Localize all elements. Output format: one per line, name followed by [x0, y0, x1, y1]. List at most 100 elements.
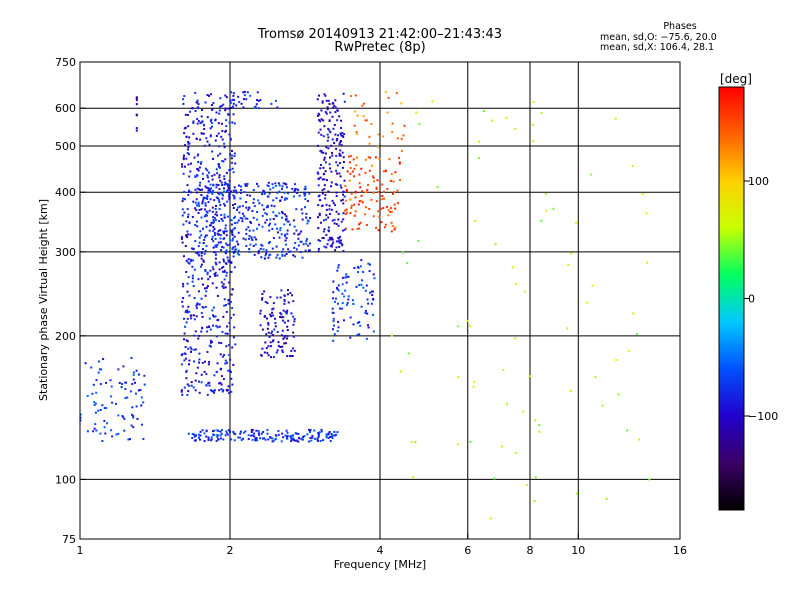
scatter-point	[359, 221, 362, 224]
x-tick-label: 16	[673, 544, 687, 557]
scatter-point	[210, 221, 213, 224]
scatter-point	[338, 245, 341, 248]
scatter-point	[331, 219, 334, 222]
scatter-point	[241, 220, 244, 223]
scatter-point	[211, 125, 213, 128]
scatter-point	[364, 119, 367, 122]
scatter-point	[205, 286, 208, 289]
scatter-point	[392, 180, 395, 183]
scatter-point	[180, 363, 183, 366]
scatter-point	[197, 188, 200, 191]
scatter-point	[235, 104, 238, 107]
scatter-point	[115, 433, 118, 436]
scatter-point	[135, 103, 138, 106]
scatter-point	[394, 226, 397, 229]
scatter-point	[187, 347, 190, 350]
scatter-point	[225, 234, 228, 237]
scatter-point	[218, 165, 220, 168]
scatter-point	[223, 175, 226, 178]
scatter-point	[186, 383, 189, 386]
scatter-point	[255, 103, 258, 106]
scatter-point	[352, 303, 355, 305]
scatter-point	[324, 111, 327, 114]
scatter-point	[197, 337, 200, 340]
scatter-point	[223, 213, 226, 216]
scatter-point	[209, 127, 212, 130]
scatter-point	[325, 99, 328, 102]
scatter-point	[218, 188, 221, 191]
scatter-point	[345, 190, 348, 193]
scatter-point	[283, 300, 286, 303]
scatter-point	[293, 190, 296, 193]
scatter-point	[226, 185, 229, 188]
scatter-point	[269, 222, 271, 225]
scatter-point	[348, 161, 351, 164]
scatter-point	[317, 184, 320, 187]
scatter-point	[205, 384, 208, 387]
scatter-point	[272, 334, 275, 337]
scatter-point	[323, 93, 326, 96]
scatter-point	[244, 430, 247, 433]
scatter-point	[224, 109, 227, 112]
scatter-point	[185, 339, 188, 342]
scatter-point	[345, 199, 348, 202]
scatter-point	[214, 207, 217, 210]
scatter-point	[253, 435, 256, 438]
scatter-point	[342, 202, 345, 205]
scatter-point	[201, 120, 204, 123]
scatter-point	[225, 182, 228, 185]
scatter-point	[250, 434, 253, 437]
scatter-point	[269, 313, 272, 316]
scatter-point	[143, 374, 146, 377]
scatter-point	[301, 256, 304, 259]
scatter-point	[184, 346, 187, 348]
scatter-point	[276, 296, 279, 299]
scatter-point	[228, 344, 231, 347]
scatter-point	[326, 139, 329, 142]
scatter-point	[218, 382, 221, 385]
scatter-point	[336, 288, 339, 291]
scatter-point	[292, 254, 295, 257]
scatter-point	[227, 113, 230, 116]
scatter-point	[266, 302, 269, 305]
scatter-point	[256, 227, 258, 230]
scatter-point	[196, 118, 199, 120]
scatter-point	[332, 339, 335, 342]
scatter-point	[198, 358, 201, 361]
scatter-point	[209, 198, 212, 201]
scatter-point	[281, 345, 284, 348]
scatter-point	[187, 153, 190, 156]
scatter-point	[300, 230, 303, 233]
scatter-point	[221, 193, 224, 196]
scatter-point	[390, 230, 393, 233]
scatter-point	[244, 217, 247, 220]
scatter-point	[280, 289, 283, 292]
scatter-point	[347, 295, 350, 298]
scatter-point	[269, 188, 272, 191]
scatter-point	[227, 187, 230, 189]
scatter-point	[328, 204, 331, 207]
scatter-point	[319, 239, 322, 242]
scatter-point	[182, 156, 185, 159]
scatter-point	[244, 184, 247, 187]
scatter-point	[319, 128, 322, 131]
scatter-point	[331, 151, 333, 154]
scatter-point	[205, 290, 208, 293]
scatter-point	[490, 119, 493, 122]
scatter-point	[330, 236, 333, 239]
scatter-point	[534, 476, 537, 479]
scatter-point	[297, 432, 300, 435]
scatter-point	[281, 351, 284, 353]
scatter-point	[219, 353, 222, 356]
scatter-point	[263, 437, 265, 440]
scatter-point	[181, 305, 184, 308]
scatter-point	[328, 129, 331, 132]
scatter-point	[364, 312, 367, 314]
scatter-point	[194, 110, 197, 112]
scatter-point	[193, 348, 196, 351]
scatter-point	[211, 235, 214, 238]
scatter-point	[227, 302, 230, 305]
scatter-point	[324, 197, 327, 200]
scatter-point	[263, 316, 266, 318]
scatter-point	[333, 142, 336, 144]
